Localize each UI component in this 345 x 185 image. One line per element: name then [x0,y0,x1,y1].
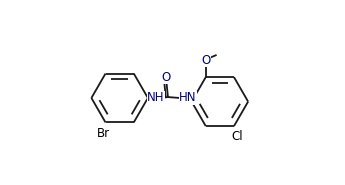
Text: Cl: Cl [231,130,243,143]
Text: O: O [201,54,210,67]
Text: Br: Br [97,127,110,140]
Text: HN: HN [179,91,197,105]
Text: NH: NH [147,91,165,105]
Text: O: O [161,71,171,84]
